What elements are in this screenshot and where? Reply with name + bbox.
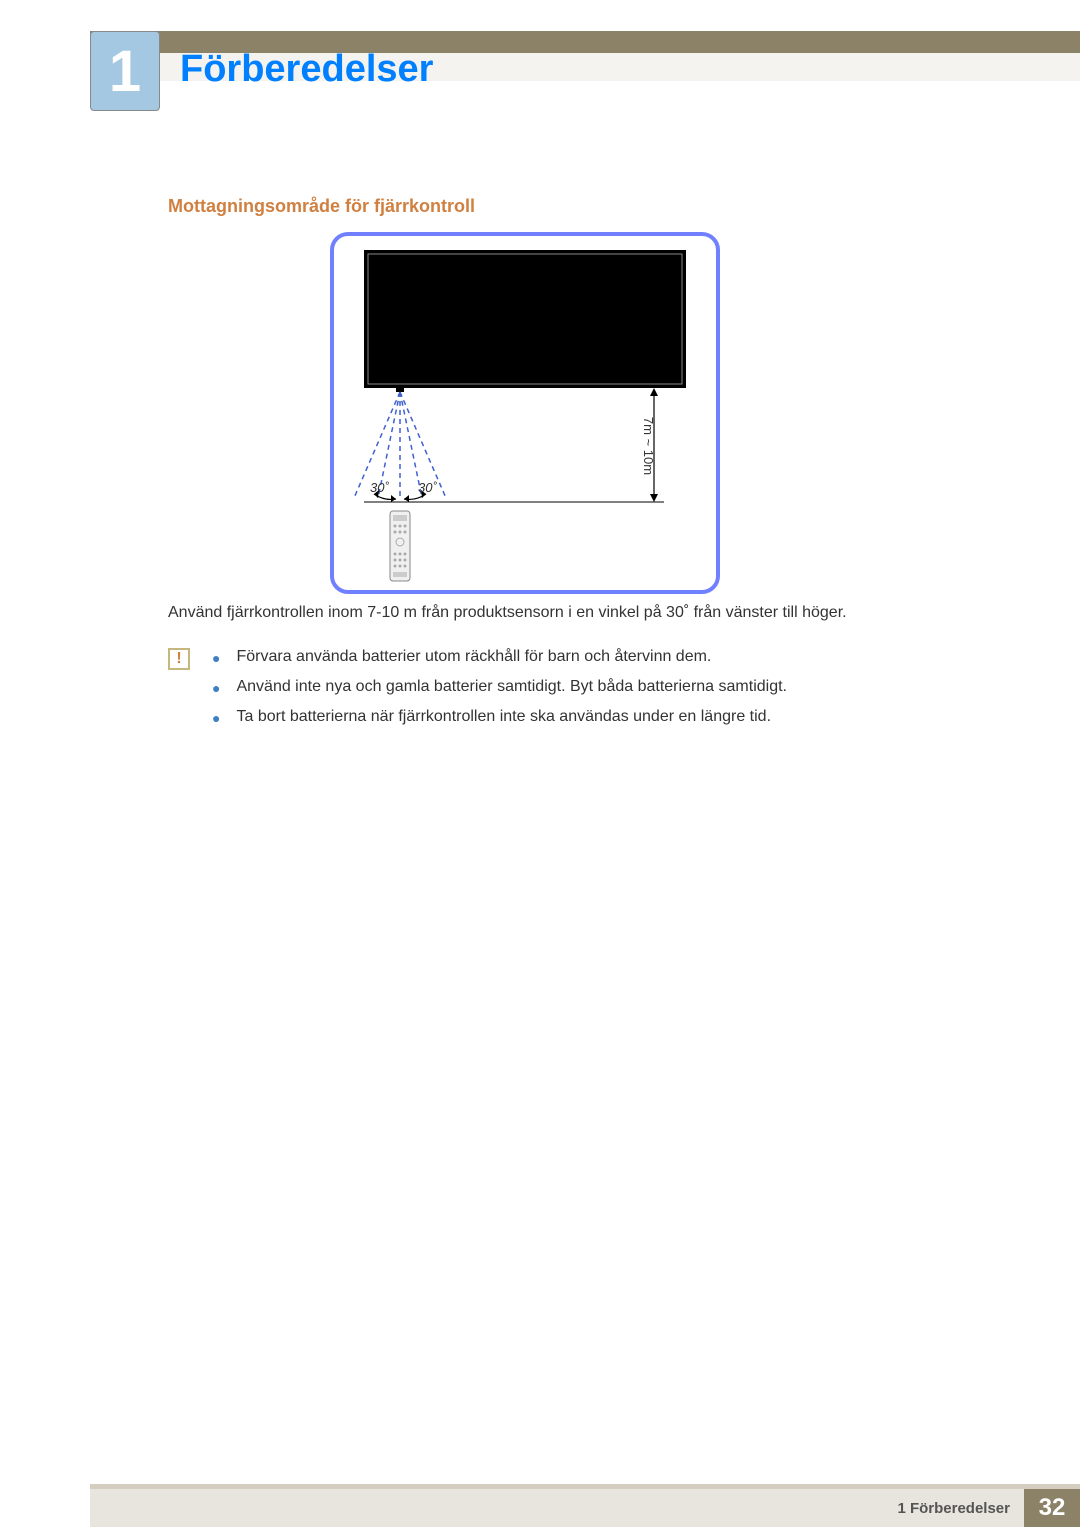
reception-diagram: 30˚ 30˚ 7m ~ 10m	[330, 232, 720, 594]
chapter-title: Förberedelser	[180, 48, 433, 91]
bullet-dot-icon: ●	[212, 708, 220, 728]
footer: 1 Förberedelser 32	[0, 1477, 1080, 1527]
distance-arrow-top	[650, 388, 658, 396]
distance-label: 7m ~ 10m	[641, 417, 656, 475]
list-item: ● Ta bort batterierna när fjärrkontrolle…	[212, 708, 972, 728]
bullet-dot-icon: ●	[212, 678, 220, 698]
bullet-text: Ta bort batterierna när fjärrkontrollen …	[236, 708, 771, 726]
list-item: ● Förvara använda batterier utom räckhål…	[212, 648, 972, 668]
distance-arrow-bottom	[650, 494, 658, 502]
page-number: 32	[1039, 1494, 1066, 1522]
angle-arrow-left-head1	[391, 495, 396, 502]
chapter-number: 1	[109, 38, 141, 105]
remote-screen	[393, 515, 407, 521]
warning-icon: !	[168, 648, 190, 670]
diagram-svg: 30˚ 30˚ 7m ~ 10m	[334, 236, 716, 590]
tv-sensor	[396, 388, 404, 392]
tv-screen	[364, 250, 686, 388]
bullet-dot-icon: ●	[212, 648, 220, 668]
warning-bullet-list: ● Förvara använda batterier utom räckhål…	[212, 648, 972, 738]
section-heading: Mottagningsområde för fjärrkontroll	[168, 196, 475, 217]
bullet-text: Använd inte nya och gamla batterier samt…	[236, 678, 787, 696]
angle-label-left: 30˚	[370, 480, 389, 495]
angle-arrow-right-head1	[404, 495, 409, 502]
body-text: Använd fjärrkontrollen inom 7-10 m från …	[168, 604, 847, 622]
footer-label: 1 Förberedelser	[897, 1500, 1010, 1517]
chapter-badge: 1	[90, 31, 160, 111]
angle-label-right: 30˚	[418, 480, 437, 495]
page-number-box: 32	[1024, 1489, 1080, 1527]
list-item: ● Använd inte nya och gamla batterier sa…	[212, 678, 972, 698]
warning-icon-glyph: !	[176, 650, 181, 668]
bullet-text: Förvara använda batterier utom räckhåll …	[236, 648, 711, 666]
